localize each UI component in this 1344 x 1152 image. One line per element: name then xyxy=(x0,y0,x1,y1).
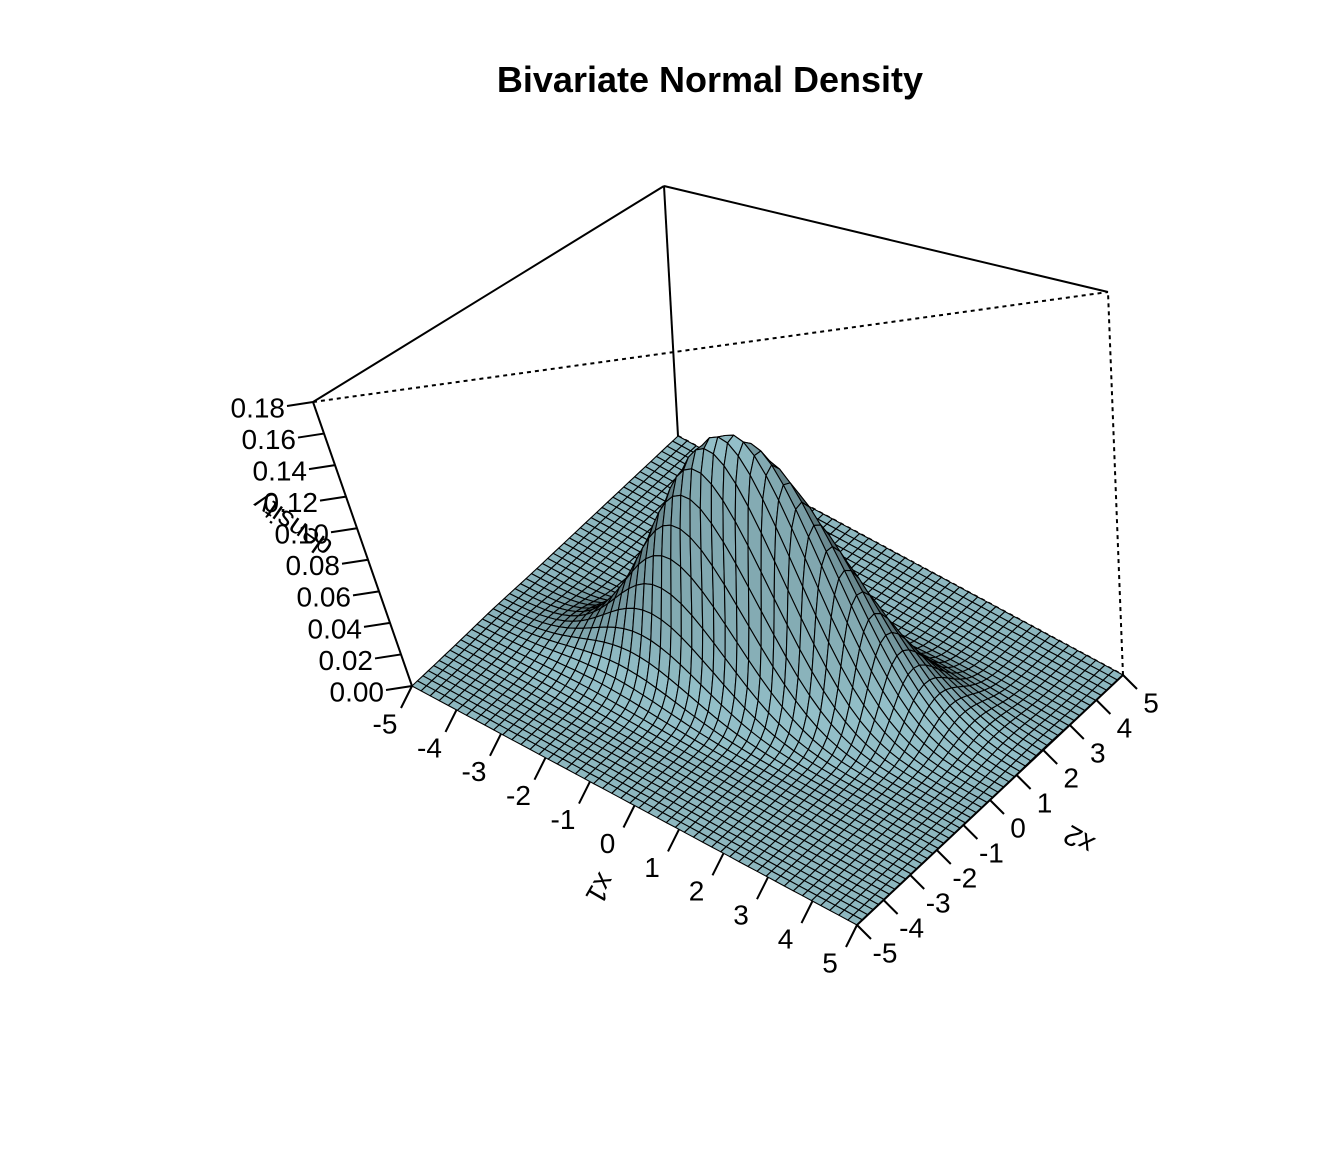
density-tick-label: 0.06 xyxy=(297,582,352,613)
x1-tick-mark xyxy=(578,781,591,805)
density-tick-label: 0.02 xyxy=(319,645,374,676)
x2-tick-mark xyxy=(1042,749,1058,765)
x1-tick-mark xyxy=(489,733,502,757)
x2-tick-mark xyxy=(909,874,925,890)
x1-tick-label: -5 xyxy=(373,708,398,739)
box-edge xyxy=(663,185,679,437)
density-tick-label: 0.10 xyxy=(275,519,330,550)
x2-tick-label: -3 xyxy=(926,887,951,918)
density-tick-mark xyxy=(308,464,336,471)
box-edge xyxy=(663,185,1109,293)
x1-tick-mark xyxy=(400,685,413,709)
x2-tick-mark xyxy=(1015,774,1032,790)
bounding-box-back xyxy=(312,291,1124,676)
surface-facet xyxy=(642,583,654,615)
x1-tick-label: -3 xyxy=(462,756,487,787)
surface-facet xyxy=(651,555,663,589)
density-tick-label: 0.18 xyxy=(231,392,286,423)
x2-tick-label: 4 xyxy=(1117,712,1133,743)
box-edge-hidden xyxy=(312,291,1109,403)
box-edge xyxy=(312,401,413,687)
x2-tick-label: -5 xyxy=(873,937,898,968)
surface-facet xyxy=(643,555,654,586)
x1-tick-mark xyxy=(667,828,680,852)
x1-tick-label: 5 xyxy=(822,947,838,978)
x1-tick-mark xyxy=(756,876,769,900)
x2-tick-mark xyxy=(1095,699,1112,715)
x2-tick-mark xyxy=(962,824,979,840)
density-tick-mark xyxy=(286,401,314,407)
x2-tick-label: -2 xyxy=(952,862,977,893)
box-edge xyxy=(312,185,665,403)
density-tick-label: 0.08 xyxy=(286,550,341,581)
density-tick-mark xyxy=(297,432,325,439)
density-tick-label: 0.00 xyxy=(330,676,385,707)
x2-tick-mark xyxy=(856,924,872,940)
x2-tick-label: 1 xyxy=(1037,787,1053,818)
x1-tick-label: 2 xyxy=(689,876,705,907)
density-tick-label: 0.04 xyxy=(308,613,363,644)
chart-title: Bivariate Normal Density xyxy=(497,59,923,100)
density-tick-mark xyxy=(341,558,369,565)
x1-tick-mark xyxy=(800,900,814,924)
x1-tick-label: 3 xyxy=(733,900,749,931)
x2-tick-label: -1 xyxy=(979,837,1004,868)
x1-tick-mark xyxy=(845,924,858,948)
x2-tick-label: 5 xyxy=(1143,687,1159,718)
density-tick-label: 0.16 xyxy=(242,424,297,455)
density-tick-label: 0.12 xyxy=(264,487,319,518)
density-tick-mark xyxy=(385,685,413,691)
density-tick-mark xyxy=(330,527,358,534)
surface-facet xyxy=(661,524,672,560)
surface-facet xyxy=(670,494,682,530)
x1-tick-label: -2 xyxy=(506,780,531,811)
x1-tick-mark xyxy=(622,805,636,828)
x2-tick-mark xyxy=(936,849,952,865)
x1-tick-label: 1 xyxy=(644,852,660,883)
density-tick-mark xyxy=(352,590,380,597)
x1-tick-mark xyxy=(533,757,547,781)
x2-tick-label: 2 xyxy=(1063,762,1079,793)
x2-tick-mark xyxy=(989,799,1005,815)
x2-tick-label: 3 xyxy=(1090,737,1106,768)
x2-tick-label: -4 xyxy=(899,912,924,943)
x1-tick-mark xyxy=(711,852,725,876)
density-tick-mark xyxy=(363,621,391,628)
density-tick-mark xyxy=(374,653,402,660)
x2-tick-label: 0 xyxy=(1010,812,1026,843)
x2-tick-mark xyxy=(1122,674,1138,690)
x1-tick-label: 0 xyxy=(600,828,616,859)
x2-tick-mark xyxy=(1069,724,1085,740)
density-tick-label: 0.14 xyxy=(253,455,308,486)
x1-tick-label: -4 xyxy=(417,732,442,763)
x2-tick-mark xyxy=(882,899,899,915)
x1-tick-label: -1 xyxy=(551,804,576,835)
x1-tick-mark xyxy=(444,709,458,733)
density-tick-mark xyxy=(319,495,347,502)
x1-tick-label: 4 xyxy=(778,923,794,954)
axes: -5-4-3-2-1012345x1-5-4-3-2-1012345x20.00… xyxy=(231,392,1159,978)
